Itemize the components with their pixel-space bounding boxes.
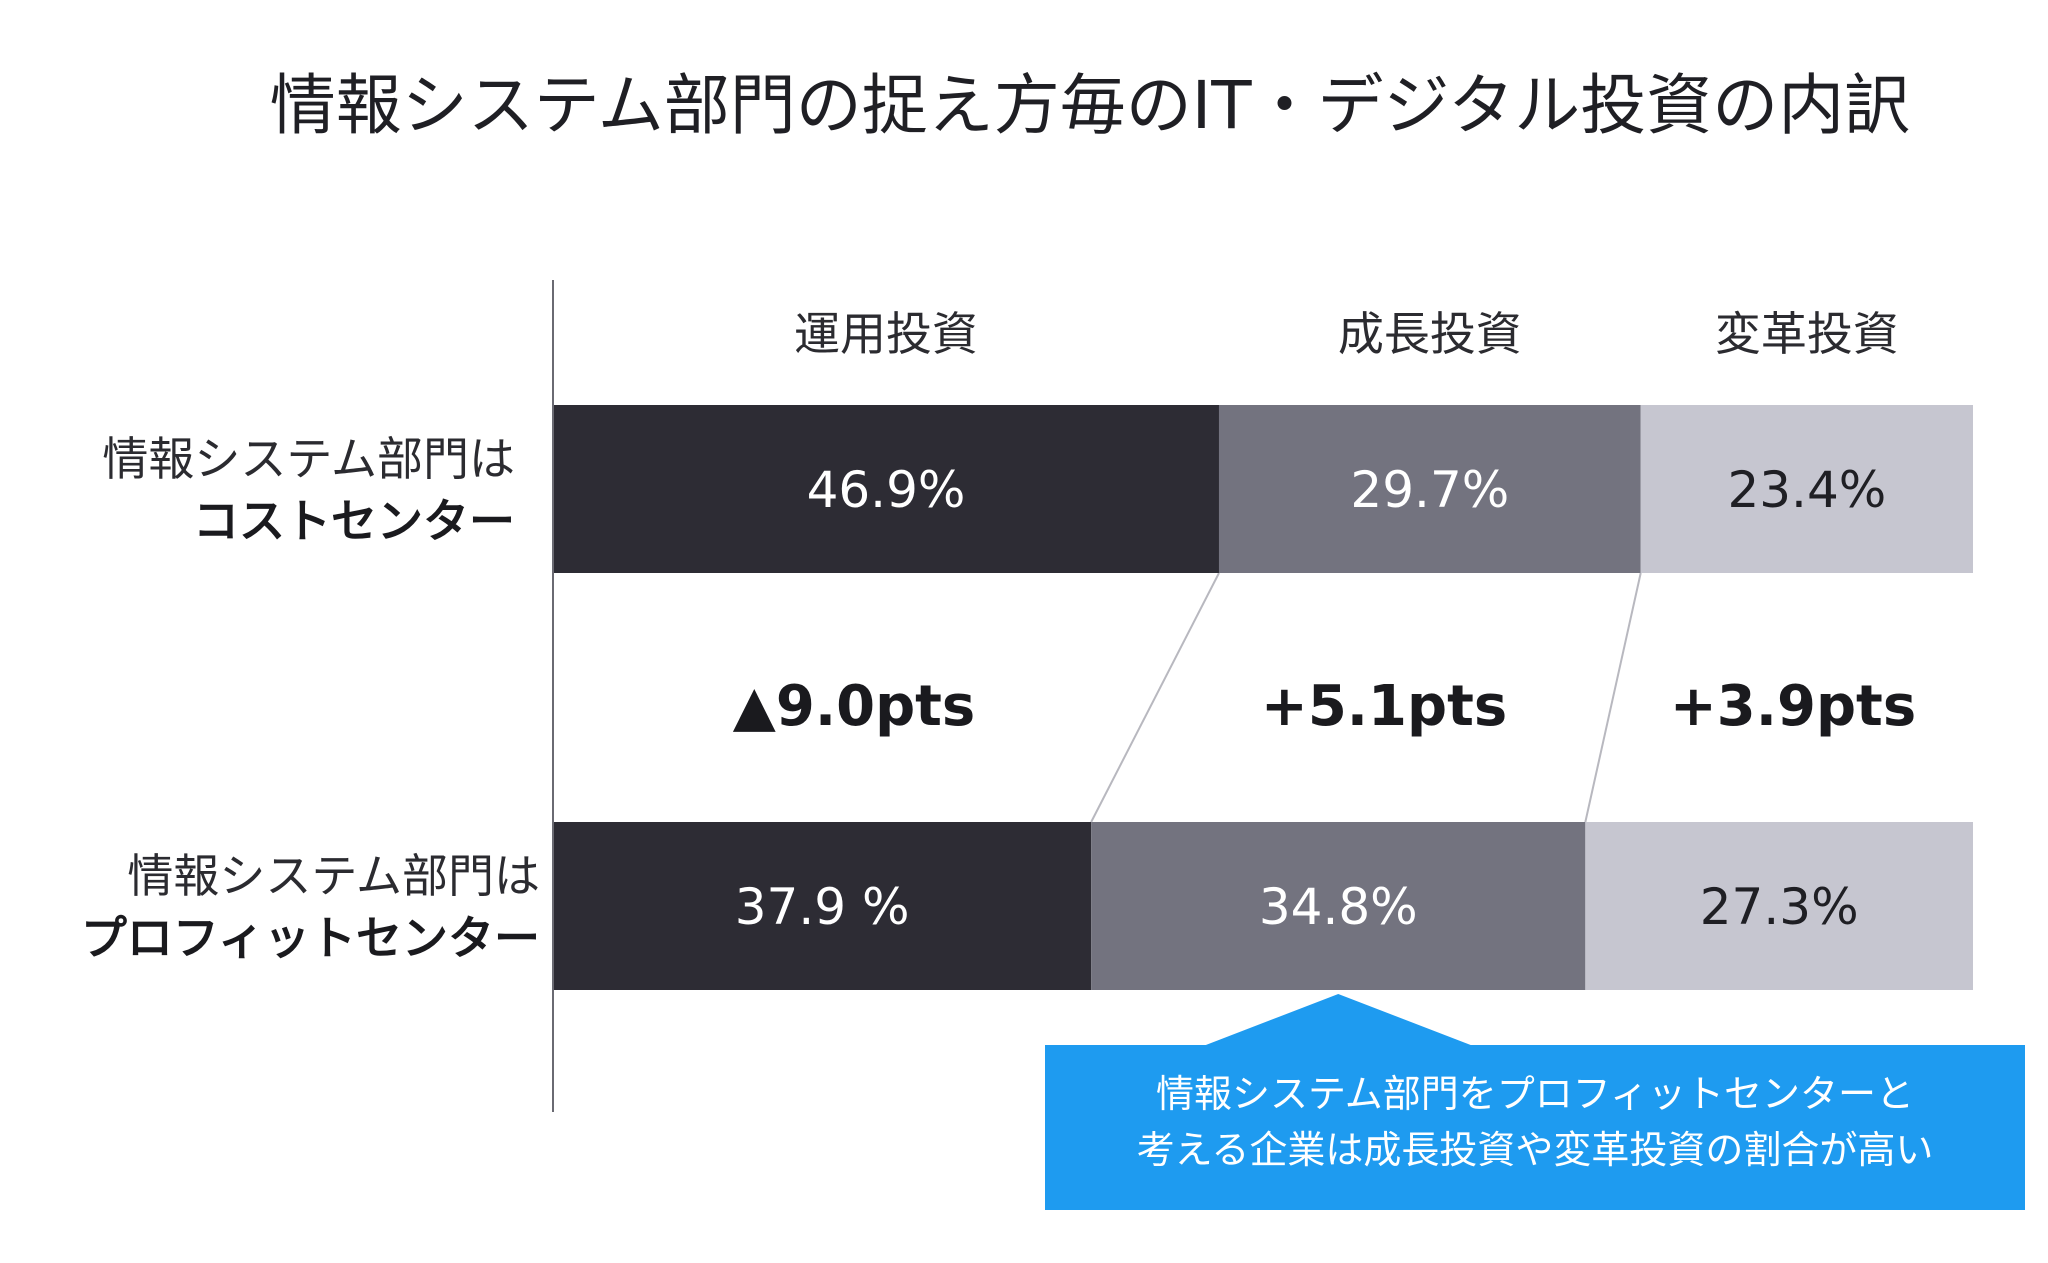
connector-line [1090, 572, 1220, 823]
bar-value-label: 46.9% [807, 461, 966, 519]
bar-value-label: 37.9 % [735, 878, 910, 936]
series-header: 変革投資 [1715, 307, 1899, 361]
bar-2-row-1 [1218, 405, 1641, 573]
row-label-line1: 情報システム部門は [102, 432, 515, 486]
difference-label: ▲9.0pts [733, 674, 975, 739]
callout-pointer [1203, 994, 1474, 1046]
row-label-line2: コストセンター [193, 494, 515, 548]
bar-1-row-2 [553, 822, 1092, 990]
callout-text-line: 考える企業は成長投資や変革投資の割合が高い [1137, 1128, 1934, 1172]
series-header: 成長投資 [1338, 307, 1522, 361]
difference-label: +3.9pts [1670, 674, 1916, 739]
bar-2-row-2 [1091, 822, 1586, 990]
bar-value-label: 23.4% [1727, 461, 1886, 519]
bar-value-label: 29.7% [1350, 461, 1509, 519]
difference-label: +5.1pts [1261, 674, 1507, 739]
connector-line [1584, 572, 1642, 823]
bar-3-row-2 [1585, 822, 1973, 990]
callout-text-line: 情報システム部門をプロフィットセンターと [1156, 1072, 1914, 1116]
bar-value-label: 27.3% [1700, 878, 1859, 936]
callout-box [1045, 1045, 2025, 1210]
row-label-line2: プロフィットセンター [81, 911, 540, 965]
row-label-line1: 情報システム部門は [127, 849, 540, 903]
bar-value-label: 34.8% [1259, 878, 1418, 936]
series-header: 運用投資 [794, 307, 978, 361]
bar-3-row-1 [1640, 405, 1973, 573]
chart-title: 情報システム部門の捉え方毎のIT・デジタル投資の内訳 [270, 67, 1910, 144]
bar-1-row-1 [553, 405, 1219, 573]
